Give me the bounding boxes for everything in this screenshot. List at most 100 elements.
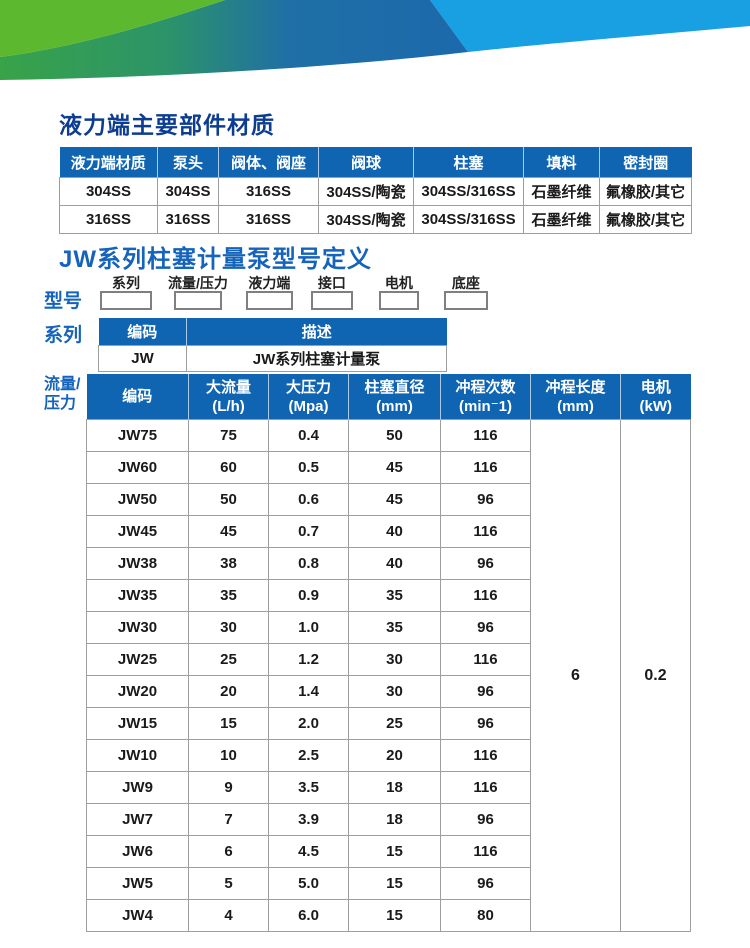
table-row: JW5 5 5.0 15 96 [86,867,691,900]
flow-pressure-header-cell: 大压力 (Mpa) [268,374,349,420]
flow-pressure-cell: 96 [440,483,531,516]
flow-pressure-cell: 45 [188,515,269,548]
model-code-segment: 底座 [443,273,488,310]
motor-kw-merged-cell: 0.2 [620,419,691,932]
model-definition-section-title: JW系列柱塞计量泵型号定义 [59,246,372,273]
flow-pressure-cell: 96 [440,547,531,580]
flow-pressure-cell: 2.5 [268,739,349,772]
flow-pressure-label: 流量/压力 [44,376,81,412]
flow-pressure-cell: 25 [188,643,269,676]
table-row: JW38 38 0.8 40 96 [86,547,691,580]
flow-pressure-table: 编码 大流量 (L/h) 大压力 (Mpa) 柱塞直径 (mm) 冲程次数 (min⁻1) 冲程长… [86,374,691,932]
materials-cell: 316SS [59,205,158,234]
header-unit: (Mpa) [288,397,329,415]
flow-pressure-cell: JW25 [86,643,189,676]
flow-pressure-cell: 45 [348,451,441,484]
materials-header-row: 液力端材质 泵头 阀体、阀座 阀球 柱塞 填料 密封圈 [59,147,692,178]
flow-pressure-cell: JW75 [86,419,189,452]
model-code-segment: 流量/压力 [168,273,228,310]
wave-light-blue-shape [430,0,750,52]
flow-pressure-cell: 35 [188,579,269,612]
flow-pressure-cell: JW10 [86,739,189,772]
flow-pressure-header-cell: 编码 [86,374,189,420]
header-wave-graphic [0,0,750,100]
materials-cell: 316SS [218,177,319,206]
flow-pressure-cell: JW50 [86,483,189,516]
flow-pressure-cell: JW35 [86,579,189,612]
materials-table: 液力端材质 泵头 阀体、阀座 阀球 柱塞 填料 密封圈 304SS 304SS 316SS 304… [59,147,692,234]
table-row: JW20 20 1.4 30 96 [86,675,691,708]
flow-pressure-cell: 15 [348,867,441,900]
flow-pressure-cell: 0.7 [268,515,349,548]
segment-label: 系列 [112,275,140,291]
model-row-label: 型号 [44,291,83,312]
flow-pressure-cell: 38 [188,547,269,580]
table-row: 316SS 316SS 316SS 304SS/陶瓷 304SS/316SS 石墨纤维 氟橡… [59,205,692,234]
flow-pressure-cell: JW5 [86,867,189,900]
flow-pressure-cell: 116 [440,643,531,676]
materials-cell: 304SS [157,177,219,206]
table-row: JW50 50 0.6 45 96 [86,483,691,516]
flow-pressure-header-cell: 电机 (kW) [620,374,691,420]
series-table-header: 编码 描述 [98,318,447,346]
flow-pressure-cell: JW38 [86,547,189,580]
header-wave-svg [0,0,750,80]
flow-pressure-table-body: JW75 75 0.4 50 116 6 0.2 JW60 60 0.5 45 116 JW50 50 0.… [86,419,691,932]
flow-pressure-cell: JW45 [86,515,189,548]
materials-header-cell: 阀球 [318,147,414,178]
flow-pressure-cell: 9 [188,771,269,804]
materials-cell: 304SS/陶瓷 [318,205,414,234]
materials-header-cell: 填料 [523,147,600,178]
flow-pressure-header-cell: 柱塞直径 (mm) [348,374,441,420]
materials-header-cell: 柱塞 [413,147,524,178]
table-row: JW30 30 1.0 35 96 [86,611,691,644]
materials-header-cell: 液力端材质 [59,147,158,178]
materials-cell: 氟橡胶/其它 [599,205,692,234]
flow-pressure-cell: 3.9 [268,803,349,836]
table-row: JW15 15 2.0 25 96 [86,707,691,740]
series-table: 编码 描述 JW JW系列柱塞计量泵 [98,318,447,372]
materials-table-body: 304SS 304SS 316SS 304SS/陶瓷 304SS/316SS 石墨纤维 氟橡… [59,177,692,234]
flow-pressure-cell: 35 [348,611,441,644]
series-cell: JW系列柱塞计量泵 [186,345,447,372]
segment-label: 电机 [384,275,413,291]
flow-pressure-cell: 18 [348,803,441,836]
flow-pressure-cell: 18 [348,771,441,804]
materials-cell: 316SS [157,205,219,234]
series-cell: JW [98,345,187,372]
flow-pressure-cell: 15 [348,835,441,868]
flow-pressure-header-cell: 大流量 (L/h) [188,374,269,420]
segment-code-box [173,291,222,310]
flow-pressure-cell: 5.0 [268,867,349,900]
materials-cell: 石墨纤维 [523,205,600,234]
flow-pressure-cell: 116 [440,579,531,612]
table-row: JW60 60 0.5 45 116 [86,451,691,484]
materials-cell: 304SS/316SS [413,205,524,234]
flow-pressure-cell: 15 [188,707,269,740]
series-header-cell: 描述 [186,318,447,346]
model-code-segment: 接口 [310,273,353,310]
model-code-segment: 液力端 [245,273,293,310]
stroke-length-merged-cell: 6 [530,419,621,932]
flow-pressure-cell: JW9 [86,771,189,804]
flow-pressure-cell: 1.4 [268,675,349,708]
table-row: JW6 6 4.5 15 116 [86,835,691,868]
header-name: 冲程次数 [455,378,516,396]
flow-pressure-cell: 96 [440,611,531,644]
flow-pressure-cell: 50 [348,419,441,452]
flow-pressure-header-cell: 冲程次数 (min⁻1) [440,374,531,420]
flow-pressure-cell: JW30 [86,611,189,644]
flow-pressure-cell: 4.5 [268,835,349,868]
table-row: JW75 75 0.4 50 116 6 0.2 [86,419,691,932]
flow-pressure-cell: 5 [188,867,269,900]
flow-pressure-cell: 96 [440,867,531,900]
flow-pressure-cell: 116 [440,771,531,804]
flow-pressure-cell: 40 [348,515,441,548]
flow-pressure-cell: JW60 [86,451,189,484]
flow-pressure-cell: 116 [440,515,531,548]
header-name: 电机 [640,378,671,396]
segment-label: 流量/压力 [168,275,228,291]
header-unit: (mm) [376,397,413,415]
table-row: JW9 9 3.5 18 116 [86,771,691,804]
wave-bright-green-shape [0,0,225,57]
